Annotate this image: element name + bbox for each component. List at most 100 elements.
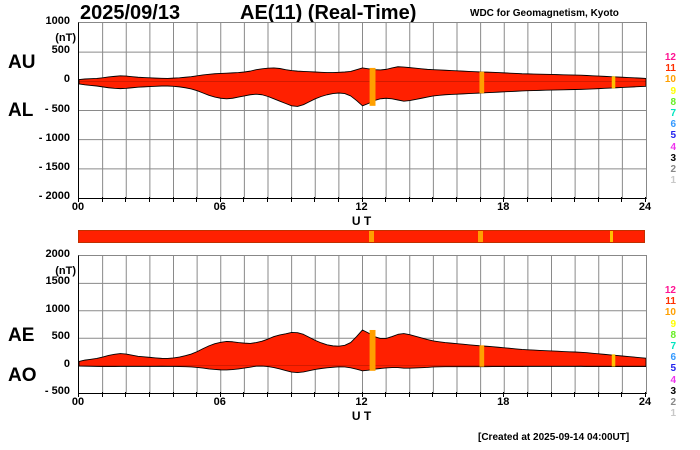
- x-tick: [314, 392, 316, 397]
- legend-level-9: 9: [670, 318, 676, 330]
- x-tick: [408, 392, 410, 397]
- x-tick: [196, 197, 198, 202]
- x-tick: [385, 197, 387, 202]
- x-tick-label: 00: [71, 396, 85, 408]
- legend-level-7: 7: [670, 341, 676, 352]
- x-tick: [337, 197, 339, 202]
- x-tick: [574, 392, 576, 397]
- y-tick-label: - 1500: [38, 160, 70, 173]
- y-tick-label: - 500: [44, 385, 70, 397]
- y-tick-label: - 500: [44, 102, 70, 115]
- x-tick: [196, 392, 198, 397]
- footer-created: [Created at 2025-09-14 04:00UT]: [478, 432, 630, 443]
- strip-segment: [478, 231, 483, 242]
- x-tick: [479, 392, 481, 397]
- x-tick-label: 00: [71, 201, 85, 213]
- x-tick-label: 24: [638, 396, 652, 408]
- x-tick: [314, 197, 316, 202]
- bottom-axis-unit: (nT): [55, 265, 76, 277]
- top-axis-unit: (nT): [55, 32, 76, 44]
- x-tick-label: 06: [213, 201, 226, 213]
- x-tick: [503, 392, 505, 397]
- x-tick-label: 12: [355, 201, 368, 213]
- y-tick-label: 2000: [45, 248, 70, 260]
- x-tick: [219, 392, 221, 397]
- x-tick: [172, 197, 174, 202]
- legend-level-10: 10: [664, 307, 676, 319]
- y-tick-label: - 2000: [38, 190, 70, 202]
- y-tick-label: 500: [51, 330, 70, 343]
- activity-color-strip: [78, 230, 645, 243]
- x-tick: [385, 392, 387, 397]
- x-tick: [479, 197, 481, 202]
- legend-level-4: 4: [670, 374, 676, 386]
- legend-level-3: 3: [670, 152, 676, 164]
- x-tick: [101, 197, 103, 202]
- x-tick: [172, 392, 174, 397]
- x-tick: [125, 197, 127, 202]
- strip-segment: [609, 231, 614, 242]
- legend-level-5: 5: [670, 130, 676, 142]
- x-axis-title: U T: [351, 214, 372, 228]
- x-tick: [267, 197, 268, 202]
- x-tick: [243, 197, 245, 202]
- x-tick: [148, 392, 150, 397]
- x-tick: [243, 392, 245, 397]
- x-tick: [125, 392, 127, 397]
- y-tick-label: 500: [51, 44, 70, 57]
- x-tick: [597, 392, 599, 397]
- legend-level-1: 1: [670, 408, 676, 420]
- top-label-au: AU: [8, 52, 36, 73]
- x-tick: [432, 392, 434, 397]
- x-tick-label: 24: [638, 201, 652, 213]
- x-tick: [621, 392, 623, 397]
- x-tick: [337, 392, 339, 397]
- y-tick-label: - 1000: [38, 131, 70, 144]
- legend-level-9: 9: [670, 85, 676, 97]
- x-tick: [290, 197, 292, 202]
- x-tick: [550, 392, 552, 397]
- x-tick: [526, 197, 528, 202]
- page-title-date: 2025/09/13: [80, 2, 181, 24]
- legend-level-6: 6: [670, 119, 676, 131]
- x-tick: [574, 197, 576, 202]
- x-tick: [645, 392, 646, 397]
- x-tick: [148, 197, 150, 202]
- y-tick-label: 0: [63, 357, 70, 370]
- y-tick-label: 1000: [45, 302, 70, 315]
- legend-level-10: 10: [664, 74, 676, 86]
- legend-level-4: 4: [670, 141, 676, 153]
- x-tick: [456, 392, 457, 397]
- chart-panel-au-al: [78, 22, 647, 199]
- x-tick: [101, 392, 103, 397]
- legend-level-2: 2: [670, 164, 676, 175]
- x-tick: [432, 197, 434, 202]
- x-axis-title: U T: [351, 409, 372, 423]
- x-tick: [503, 197, 505, 202]
- strip-segment: [368, 231, 375, 242]
- legend-level-7: 7: [670, 108, 676, 119]
- legend-level-2: 2: [670, 397, 676, 408]
- x-tick-label: 06: [213, 396, 226, 408]
- legend-level-1: 1: [670, 175, 676, 187]
- x-tick: [550, 197, 552, 202]
- legend-level-12: 12: [664, 285, 676, 296]
- x-tick: [645, 197, 646, 202]
- legend-level-11: 11: [665, 63, 676, 75]
- x-tick: [361, 392, 363, 397]
- x-tick: [290, 392, 292, 397]
- chart-panel-ae-ao: [78, 255, 647, 394]
- ae-ao-plot: [79, 256, 646, 393]
- x-tick-label: 12: [355, 396, 368, 408]
- y-tick-label: 1500: [45, 275, 70, 288]
- x-tick: [78, 197, 79, 202]
- y-tick-label: 1000: [45, 15, 70, 27]
- legend-level-6: 6: [670, 352, 676, 364]
- x-tick-label: 18: [497, 396, 510, 408]
- y-tick-label: 0: [63, 73, 70, 86]
- legend-level-5: 5: [670, 363, 676, 375]
- legend-level-12: 12: [664, 52, 676, 63]
- bottom-label-ao: AO: [8, 365, 37, 386]
- x-tick: [621, 197, 623, 202]
- bottom-label-ae: AE: [8, 325, 35, 346]
